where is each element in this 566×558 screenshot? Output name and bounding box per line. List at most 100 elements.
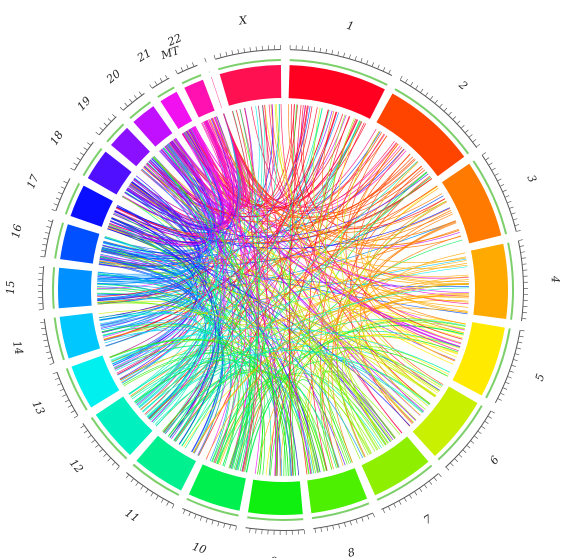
chord [206,120,248,463]
chromosome-label: 15 [4,281,17,295]
chord [152,156,469,286]
tick [111,462,116,466]
chord [344,352,436,446]
tick [60,186,65,189]
chord [216,347,448,465]
tick [42,333,47,336]
tick [457,120,461,124]
tick [509,206,514,209]
chromosome-label: 4 [549,275,562,283]
tick [63,180,68,184]
tick [458,454,463,458]
chord [104,326,204,409]
coverage-track [129,101,152,119]
chord [126,130,224,229]
chord [360,161,468,314]
tick [367,515,370,520]
chromosome-band [412,386,478,456]
chord [242,105,269,472]
chord [265,318,466,476]
tick [419,488,423,492]
chromosome-band [441,163,502,244]
tick [509,370,514,373]
chord [112,335,424,413]
tick [472,139,477,143]
tick [410,82,414,86]
chord [130,182,392,442]
tick [515,353,520,356]
tick [73,162,78,166]
chord [129,184,309,475]
tick [217,522,220,527]
tick [52,372,57,375]
tick [326,526,328,531]
tick [469,134,473,138]
tick [520,329,525,332]
chord [152,156,321,473]
tick [485,157,490,161]
chord [97,112,339,277]
outer-ring [177,64,198,75]
tick [213,54,216,59]
chromosome-label: 7 [421,512,434,527]
tick [91,440,95,444]
tick [205,518,208,523]
outer-ring [55,178,71,212]
chord [320,143,399,468]
tick [62,394,67,397]
tick [70,167,75,171]
tick [47,220,52,222]
tick [41,250,46,252]
chromosome-label: 6 [487,454,502,468]
tick [415,85,419,90]
chord [144,165,393,442]
chromosome-band [160,91,193,129]
chord [353,143,469,283]
tick [119,106,123,111]
tick [507,376,512,379]
chord [289,379,352,476]
tick [54,377,59,380]
coverage-track [217,59,281,71]
chord [187,130,379,451]
chord [128,352,223,447]
chromosome-label: 17 [24,173,41,191]
chord [275,104,456,362]
tick [166,501,169,506]
chord [174,138,461,347]
coverage-track [247,516,304,521]
chromosome-band [110,127,150,167]
chord [97,282,293,476]
chord [223,113,353,463]
coverage-track [52,267,56,309]
chord [289,104,302,476]
chord [149,132,227,420]
tick [116,466,120,470]
coverage-track [82,147,103,177]
tick [331,50,333,55]
tick [503,387,508,390]
outer-ring [517,240,524,322]
chromosome-band [452,322,505,396]
chord [280,104,403,434]
tick [44,345,49,348]
tick [47,357,52,359]
tick [171,504,175,509]
chord [145,157,217,416]
coverage-track [53,317,65,361]
tick [516,347,521,350]
chord [293,104,463,340]
tick [470,440,475,444]
tick [518,239,523,241]
coverage-track [507,242,514,320]
chord [111,339,372,455]
tick [388,506,391,511]
tick [484,421,489,424]
chord [363,222,457,398]
chord [312,107,443,387]
chord [102,189,200,260]
tick [398,501,402,505]
tick [377,64,380,69]
tick [518,341,523,344]
tick [204,57,207,62]
